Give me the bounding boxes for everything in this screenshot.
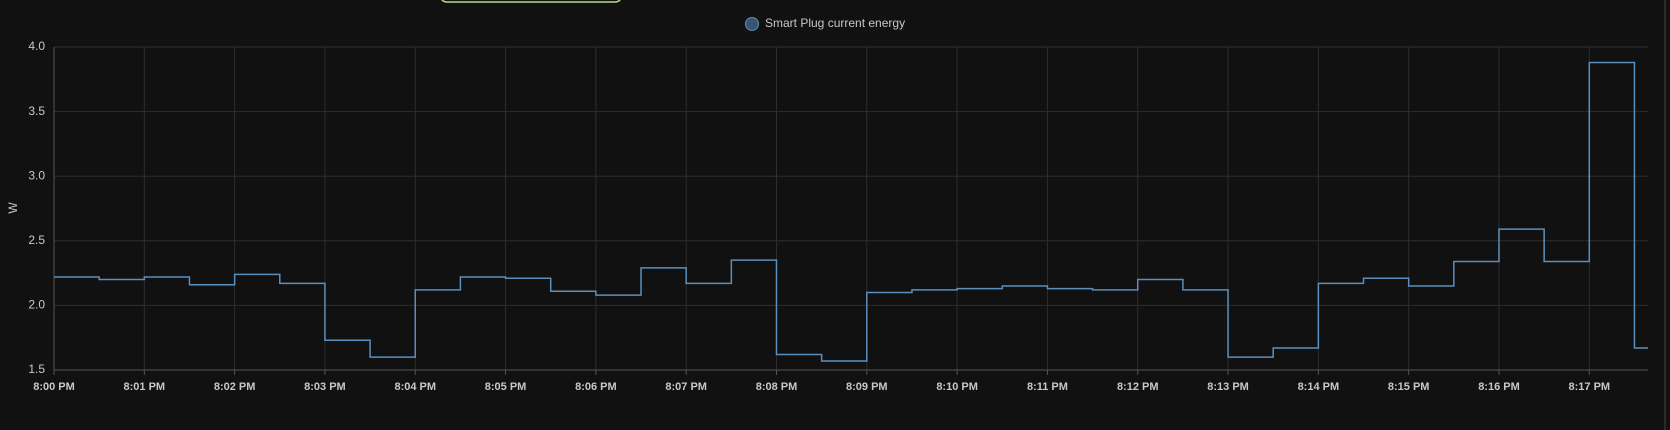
x-tick-label: 8:15 PM xyxy=(1388,381,1430,393)
x-tick-label: 8:09 PM xyxy=(846,381,888,393)
legend-marker[interactable] xyxy=(745,17,759,31)
x-tick-label: 8:12 PM xyxy=(1117,381,1159,393)
y-tick-label: 2.5 xyxy=(28,233,45,247)
x-tick-label: 8:16 PM xyxy=(1478,381,1520,393)
y-tick-label: 3.5 xyxy=(28,104,45,118)
x-tick-label: 8:02 PM xyxy=(214,381,256,393)
y-tick-label: 2.0 xyxy=(28,298,45,312)
x-tick-label: 8:13 PM xyxy=(1207,381,1249,393)
legend-label[interactable]: Smart Plug current energy xyxy=(765,16,905,30)
x-tick-label: 8:01 PM xyxy=(124,381,166,393)
y-axis-label: W xyxy=(6,202,20,214)
x-tick-label: 8:07 PM xyxy=(665,381,707,393)
y-tick-label: 4.0 xyxy=(28,39,45,53)
x-tick-label: 8:03 PM xyxy=(304,381,346,393)
x-tick-label: 8:10 PM xyxy=(936,381,978,393)
x-tick-label: 8:14 PM xyxy=(1298,381,1340,393)
x-tick-label: 8:17 PM xyxy=(1569,381,1611,393)
x-tick-label: 8:04 PM xyxy=(394,381,436,393)
toolbar-pill xyxy=(441,0,621,3)
x-tick-label: 8:06 PM xyxy=(575,381,617,393)
x-tick-label: 8:08 PM xyxy=(756,381,798,393)
x-tick-label: 8:11 PM xyxy=(1027,381,1068,393)
x-tick-label: 8:00 PM xyxy=(33,381,75,393)
x-tick-label: 8:05 PM xyxy=(485,381,527,393)
y-tick-label: 3.0 xyxy=(28,168,45,182)
line-series xyxy=(54,61,1648,362)
y-tick-label: 1.5 xyxy=(28,362,45,376)
